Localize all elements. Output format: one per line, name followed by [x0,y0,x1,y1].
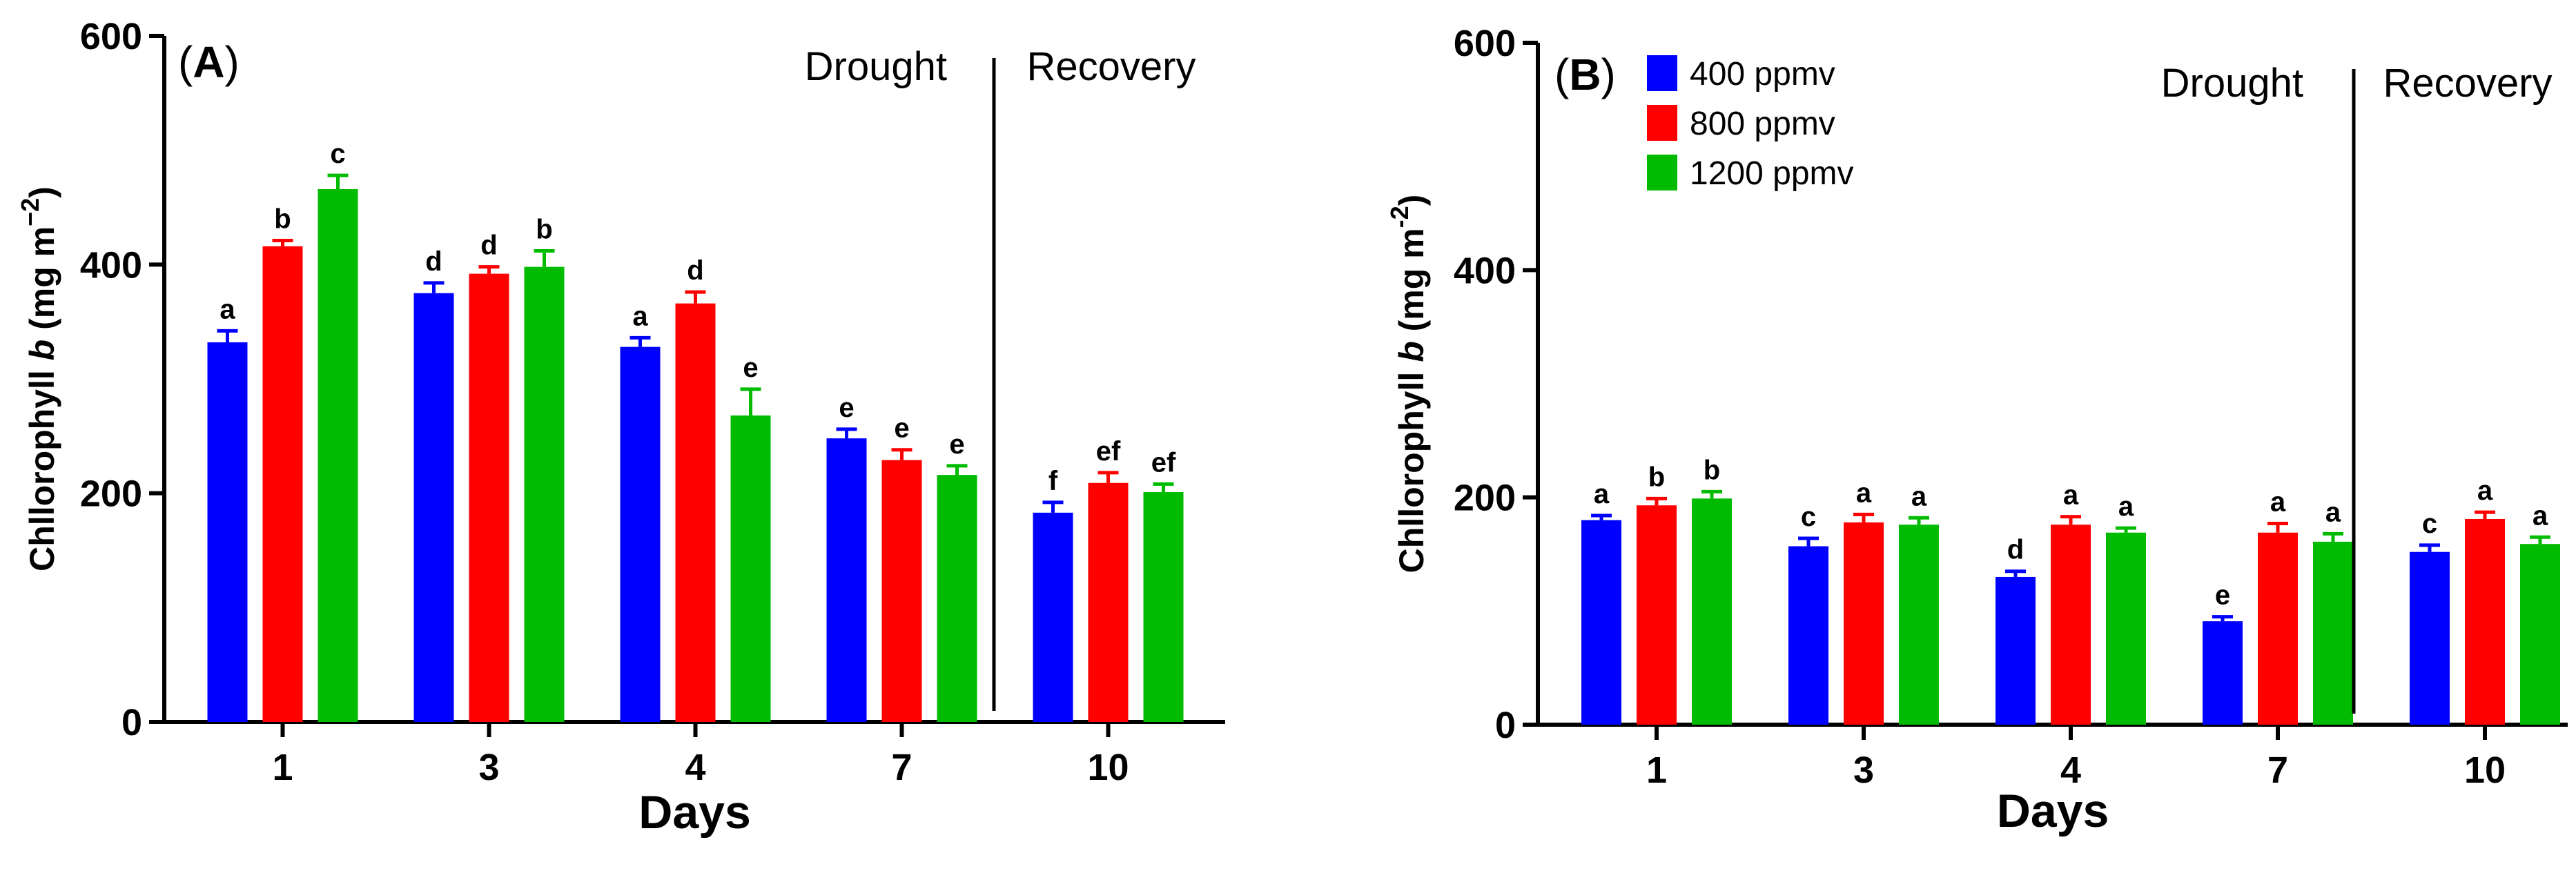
bar [675,303,716,722]
x-tick-label: 4 [685,747,705,788]
legend-swatch [1647,105,1677,141]
bar [1996,576,2036,725]
significance-label: b [536,214,552,244]
bar [2520,544,2560,725]
significance-label: ef [1096,436,1121,467]
panel-label: (B) [1554,50,1616,99]
bar [2410,551,2450,725]
y-axis-title: Chllorophyll b (mg m-2) [1385,195,1431,574]
significance-label: b [1704,455,1720,485]
y-tick-label: 200 [1454,478,1516,519]
significance-label: d [2007,535,2024,565]
significance-label: ef [1151,447,1176,478]
region-label-drought: Drought [2161,61,2303,106]
bar [1692,498,1732,725]
region-label-drought: Drought [805,44,947,89]
x-tick-label: 10 [2464,750,2506,791]
significance-label: e [743,353,758,383]
significance-label: a [632,301,648,331]
x-axis-title: Days [1997,785,2109,837]
significance-label: d [687,255,703,286]
significance-label: e [2215,580,2230,611]
x-tick-label: 1 [272,747,293,788]
significance-label: a [2118,491,2134,522]
significance-label: e [839,393,854,423]
significance-label: d [480,231,497,261]
bar [2203,621,2243,725]
significance-label: a [1911,481,1927,511]
significance-label: f [1048,466,1058,496]
bar [620,346,661,722]
region-label-recovery: Recovery [1027,44,1196,89]
x-tick-label: 10 [1087,747,1129,788]
bar [469,273,509,722]
chart-panel-a: 0 200 400 600 1 a b c 3 d d b 4 a d e 7 e e e 10 f ef ef Drought… [16,16,1225,839]
significance-label: a [2063,480,2079,511]
y-tick-label: 0 [121,702,142,743]
significance-label: a [2477,476,2493,506]
bar [1033,512,1073,722]
bar [2106,532,2146,725]
legend-swatch [1647,55,1677,91]
legend-label: 1200 ppmv [1690,155,1854,192]
bar [826,438,867,722]
y-axis-title: Chllorophyll b (mg m−2) [16,186,61,571]
significance-label: a [1856,478,1872,508]
significance-label: a [2325,497,2341,527]
significance-label: a [219,294,235,324]
significance-label: c [1801,502,1816,532]
significance-label: c [330,139,345,169]
chart-panel-b: 0 200 400 600 1 a b b 3 c a a 4 d a a 7 e a a 10 c a a Drought Re… [1385,23,2568,837]
x-tick-label: 4 [2060,750,2081,791]
bar [730,415,771,722]
bar [1844,522,1884,725]
y-tick-label: 0 [1495,705,1516,746]
significance-label: d [425,246,442,277]
x-tick-label: 7 [2267,750,2288,791]
x-axis-title: Days [638,786,751,839]
significance-label: a [2533,500,2548,531]
y-tick-label: 400 [1454,250,1516,291]
bar [318,188,358,722]
panel-label: (A) [178,37,240,87]
x-tick-label: 1 [1646,750,1667,791]
region-label-recovery: Recovery [2383,61,2553,106]
bar [2313,541,2353,725]
x-tick-label: 3 [1853,750,1874,791]
bar [1581,520,1621,725]
y-tick-label: 600 [80,16,142,57]
bar [2051,525,2091,725]
y-tick-label: 600 [1454,23,1516,64]
bar [262,246,303,722]
bar [1143,492,1184,722]
y-tick-label: 200 [80,473,142,515]
bar [881,460,922,722]
bar [1788,546,1828,725]
bar [413,293,454,722]
bar [937,475,977,722]
legend-label: 400 ppmv [1690,56,1835,92]
legend-swatch [1647,155,1677,190]
bar [1088,482,1129,722]
legend-label: 800 ppmv [1690,106,1835,142]
x-tick-label: 7 [891,747,912,788]
bar [524,266,565,722]
y-tick-label: 400 [80,244,142,286]
significance-label: b [274,204,291,235]
significance-label: c [2422,509,2437,539]
bar [207,342,248,722]
significance-label: e [949,429,964,460]
significance-label: a [2270,487,2286,518]
bar [2465,518,2505,725]
significance-label: b [1648,462,1665,492]
bar [2258,532,2298,725]
bar [1637,505,1677,725]
x-tick-label: 3 [478,747,499,788]
significance-label: e [894,413,909,444]
bar [1899,525,1939,725]
significance-label: a [1594,479,1610,509]
